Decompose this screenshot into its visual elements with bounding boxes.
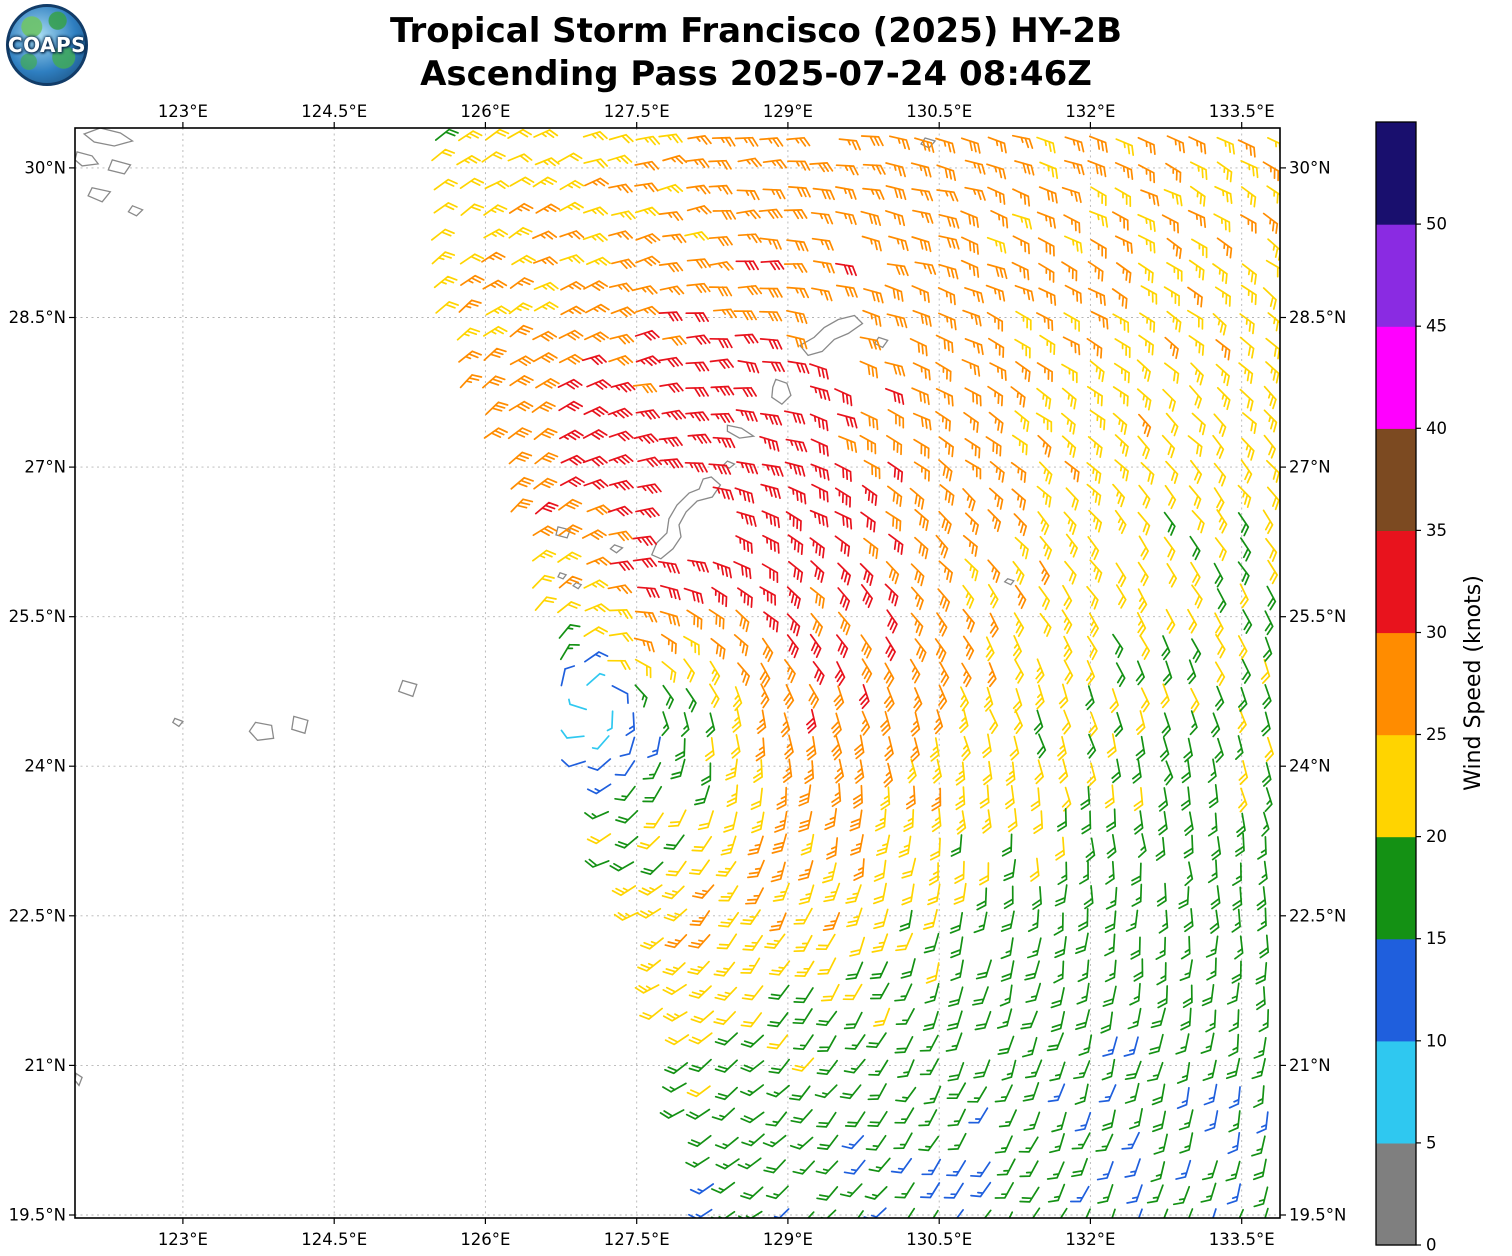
x-tick-label-bottom: 123°E xyxy=(158,1230,208,1249)
x-tick-label-top: 132°E xyxy=(1065,102,1115,121)
colorbar-tick-label: 20 xyxy=(1426,827,1447,846)
wind-barbs-speed-bin xyxy=(458,134,1280,949)
y-tick-label-left: 25.5°N xyxy=(9,607,66,626)
x-tick-label-bottom: 129°E xyxy=(763,1230,813,1249)
coastline-china-islands-a xyxy=(82,128,135,147)
coaps-logo-text: COAPS xyxy=(7,33,87,57)
plot-title: Tropical Storm Francisco (2025) HY-2B As… xyxy=(0,10,1512,96)
colorbar-segment-15-20 xyxy=(1376,836,1416,940)
x-tick-label-bottom: 132°E xyxy=(1065,1230,1115,1249)
colorbar-tick-label: 25 xyxy=(1426,725,1447,744)
colorbar-tick-label: 30 xyxy=(1426,623,1447,642)
colorbar-segment-25-30 xyxy=(1376,632,1416,736)
coastline-china-islands-e xyxy=(127,205,144,217)
colorbar-axis-label: Wind Speed (knots) xyxy=(1461,575,1486,791)
y-tick-label-right: 21°N xyxy=(1289,1056,1331,1075)
y-tick-label-right: 25.5°N xyxy=(1289,607,1346,626)
coastline-china-islands-d xyxy=(87,187,112,203)
coastline-iriomotejima xyxy=(248,721,275,741)
colorbar-segment-45-50 xyxy=(1376,224,1416,327)
colorbar-segment-10-15 xyxy=(1376,938,1416,1042)
x-tick-label-top: 129°E xyxy=(763,102,813,121)
coastline-okinoerabujima xyxy=(726,424,756,439)
wind-barbs-speed-bin xyxy=(430,128,1280,1098)
coastline-amami-oshima xyxy=(799,314,864,357)
colorbar-tick-label: 50 xyxy=(1426,215,1447,234)
y-tick-label-left: 21°N xyxy=(24,1056,66,1075)
y-tick-label-left: 27°N xyxy=(24,458,66,477)
y-tick-label-right: 30°N xyxy=(1289,158,1331,177)
coastline-yonagunijima xyxy=(171,717,184,728)
coastline-daito-islet xyxy=(1003,578,1015,586)
coastline-kikaijima xyxy=(873,336,889,349)
plot-title-line2: Ascending Pass 2025-07-24 08:46Z xyxy=(420,54,1092,94)
x-tick-label-top: 123°E xyxy=(158,102,208,121)
x-tick-label-bottom: 130.5°E xyxy=(906,1230,972,1249)
y-axis: 30°N 30°N 28.5°N 28.5°N 27°N 27°N 25.5°N 25.5°N… xyxy=(9,158,1347,1224)
y-tick-label-right: 27°N xyxy=(1289,458,1331,477)
wind-barbs-speed-bin xyxy=(534,260,905,734)
coastline-small-islet-a xyxy=(557,572,568,580)
x-tick-label-top: 130.5°E xyxy=(906,102,972,121)
colorbar-tick-label: 45 xyxy=(1426,317,1447,336)
coastline-china-islands-c xyxy=(107,159,132,175)
wind-barbs-speed-bin xyxy=(560,651,1269,1218)
colorbar-tick-label: 40 xyxy=(1426,419,1447,438)
colorbar-tick-label: 0 xyxy=(1426,1236,1437,1255)
colorbar-segment-20-25 xyxy=(1376,734,1416,838)
colorbar-tick-label: 5 xyxy=(1426,1133,1437,1152)
colorbar-segment-30-35 xyxy=(1376,530,1416,634)
y-tick-label-left: 24°N xyxy=(24,757,66,776)
y-tick-label-right: 19.5°N xyxy=(1289,1206,1346,1225)
x-tick-label-bottom: 127.5°E xyxy=(604,1230,670,1249)
plot-title-line1: Tropical Storm Francisco (2025) HY-2B xyxy=(390,11,1122,51)
colorbar-tick-label: 15 xyxy=(1426,929,1447,948)
coastline-tokunoshima xyxy=(771,378,792,406)
colorbar-outline xyxy=(1375,121,1417,1246)
x-tick-label-bottom: 124.5°E xyxy=(301,1230,367,1249)
colorbar-segment-35-40 xyxy=(1376,428,1416,531)
coaps-logo: COAPS xyxy=(6,4,88,86)
coastline-small-islet-b xyxy=(572,581,583,590)
y-tick-label-right: 22.5°N xyxy=(1289,906,1346,925)
colorbar-segment-40-45 xyxy=(1376,326,1416,429)
coastline-batanes-islet xyxy=(75,1072,83,1087)
y-tick-label-left: 28.5°N xyxy=(9,308,66,327)
colorbar-segment-0-5 xyxy=(1376,1142,1416,1246)
coastline-okinawa-honto xyxy=(650,476,722,560)
y-tick-label-left: 30°N xyxy=(24,158,66,177)
x-tick-label-top: 126°E xyxy=(460,102,510,121)
wind-barbs-speed-bin xyxy=(560,672,614,750)
x-tick-label-top: 133.5°E xyxy=(1209,102,1275,121)
x-tick-label-bottom: 126°E xyxy=(460,1230,510,1249)
map-coastlines xyxy=(75,128,1015,1087)
wind-barbs xyxy=(430,128,1280,1218)
x-tick-label-bottom: 133.5°E xyxy=(1209,1230,1275,1249)
x-axis: 123°E 123°E 124.5°E 124.5°E 126°E 126°E 127.5°… xyxy=(158,102,1275,1249)
y-tick-label-right: 24°N xyxy=(1289,757,1331,776)
coastline-miyakojima xyxy=(397,679,418,698)
coastline-kerama-islets xyxy=(609,544,624,554)
coastline-china-islands-b xyxy=(75,151,100,167)
colorbar: 0 5 10 15 20 25 30 35 40 45 50 Wind Speed (knots) xyxy=(1375,121,1486,1255)
coastline-ishigakijima xyxy=(291,715,309,735)
x-tick-label-top: 127.5°E xyxy=(604,102,670,121)
colorbar-tick-label: 10 xyxy=(1426,1031,1447,1050)
wind-barbs-speed-bin xyxy=(434,128,1277,1218)
colorbar-tick-label: 35 xyxy=(1426,521,1447,540)
y-tick-label-left: 19.5°N xyxy=(9,1206,66,1225)
y-tick-label-left: 22.5°N xyxy=(9,906,66,925)
map-border xyxy=(74,127,1281,1219)
x-tick-label-top: 124.5°E xyxy=(301,102,367,121)
colorbar-segment-50-55 xyxy=(1376,122,1416,225)
y-tick-label-right: 28.5°N xyxy=(1289,308,1346,327)
colorbar-segment-5-10 xyxy=(1376,1040,1416,1144)
